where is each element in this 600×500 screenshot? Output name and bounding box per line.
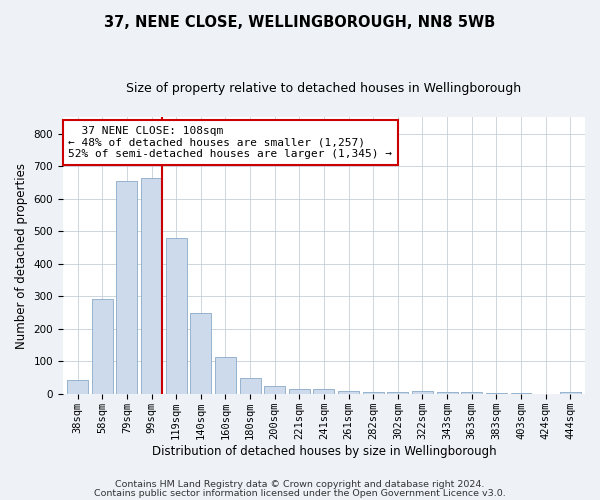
Y-axis label: Number of detached properties: Number of detached properties (15, 162, 28, 348)
Bar (289, 389, 310, 394)
Bar (486, 393, 507, 394)
Bar (67, 380, 88, 394)
Bar (92, 299, 113, 394)
Bar (461, 392, 482, 394)
Bar (239, 378, 260, 394)
X-axis label: Distribution of detached houses by size in Wellingborough: Distribution of detached houses by size … (152, 444, 496, 458)
Text: 37 NENE CLOSE: 108sqm
← 48% of detached houses are smaller (1,257)
52% of semi-d: 37 NENE CLOSE: 108sqm ← 48% of detached … (68, 126, 392, 159)
Bar (166, 238, 187, 394)
Bar (264, 386, 285, 394)
Bar (560, 392, 581, 394)
Bar (116, 181, 137, 394)
Bar (190, 312, 211, 394)
Bar (511, 393, 532, 394)
Bar (388, 392, 408, 394)
Bar (363, 392, 383, 394)
Text: Contains public sector information licensed under the Open Government Licence v3: Contains public sector information licen… (94, 489, 506, 498)
Bar (215, 357, 236, 394)
Text: 37, NENE CLOSE, WELLINGBOROUGH, NN8 5WB: 37, NENE CLOSE, WELLINGBOROUGH, NN8 5WB (104, 15, 496, 30)
Bar (313, 389, 334, 394)
Bar (141, 178, 162, 394)
Bar (338, 391, 359, 394)
Text: Contains HM Land Registry data © Crown copyright and database right 2024.: Contains HM Land Registry data © Crown c… (115, 480, 485, 489)
Bar (412, 390, 433, 394)
Bar (437, 392, 458, 394)
Title: Size of property relative to detached houses in Wellingborough: Size of property relative to detached ho… (127, 82, 521, 96)
